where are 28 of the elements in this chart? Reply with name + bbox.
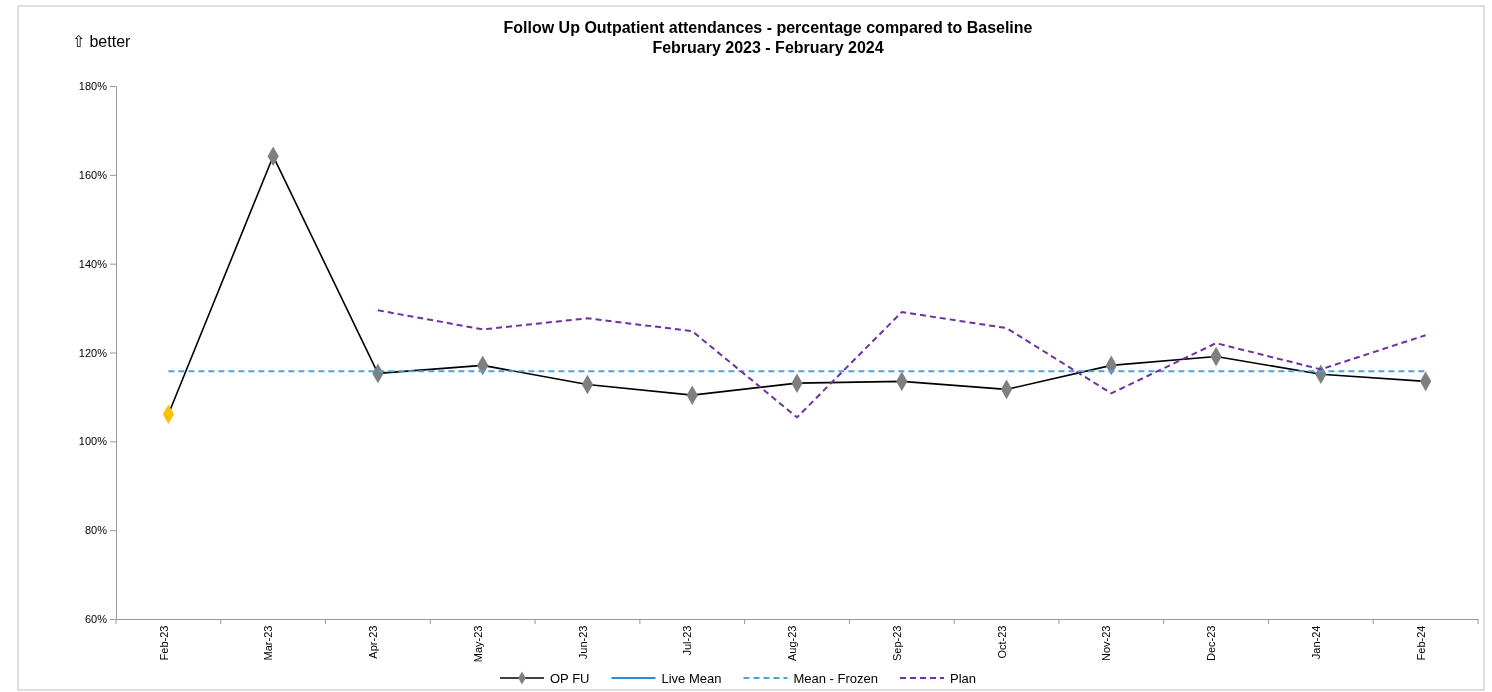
y-tick-label: 120% <box>78 346 108 359</box>
x-tick-label: Aug-23 <box>786 625 799 662</box>
legend-label: OP FU <box>550 671 590 686</box>
y-tick-label: 160% <box>78 168 108 181</box>
x-tick-label: Feb-24 <box>1414 625 1427 661</box>
y-tick-label: 80% <box>84 524 108 537</box>
x-tick-label: Dec-23 <box>1205 625 1218 662</box>
y-tick-label: 180% <box>78 80 108 93</box>
legend-label: Live Mean <box>661 671 722 686</box>
x-tick-label: Mar-23 <box>262 625 275 661</box>
x-tick-label: Feb-23 <box>157 625 170 661</box>
y-tick-label: 140% <box>78 257 108 270</box>
y-tick-label: 100% <box>78 435 108 448</box>
x-tick-label: Oct-23 <box>995 625 1008 659</box>
x-tick-label: Apr-23 <box>367 625 380 659</box>
legend-label: Mean - Frozen <box>793 671 879 686</box>
x-tick-label: Jun-23 <box>576 625 589 660</box>
text: ⇧ better <box>72 33 132 50</box>
x-tick-label: Jul-23 <box>681 625 694 656</box>
legend-label: Plan <box>950 671 977 686</box>
chart-subtitle: February 2023 - February 2024 <box>652 39 884 56</box>
y-tick-label: 60% <box>84 613 108 626</box>
x-tick-label: Jan-24 <box>1310 625 1322 660</box>
chart-title: Follow Up Outpatient attendances - percentage compared to Baseline <box>503 19 1033 36</box>
x-tick-label: Nov-23 <box>1100 625 1113 662</box>
x-tick-label: May-23 <box>471 625 484 663</box>
line-series <box>376 309 1427 419</box>
x-tick-label: Sep-23 <box>890 625 903 662</box>
